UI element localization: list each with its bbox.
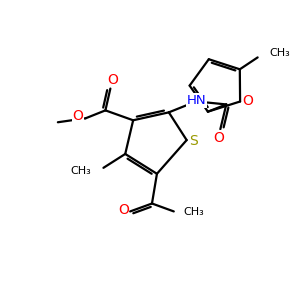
Text: O: O: [72, 109, 83, 123]
Text: CH₃: CH₃: [184, 207, 204, 218]
Text: S: S: [189, 134, 198, 148]
Text: O: O: [107, 73, 118, 87]
Text: O: O: [243, 94, 254, 107]
Text: HN: HN: [187, 94, 206, 107]
Text: O: O: [118, 203, 129, 218]
Text: CH₃: CH₃: [71, 166, 92, 176]
Text: O: O: [213, 131, 224, 145]
Text: CH₃: CH₃: [269, 48, 290, 59]
